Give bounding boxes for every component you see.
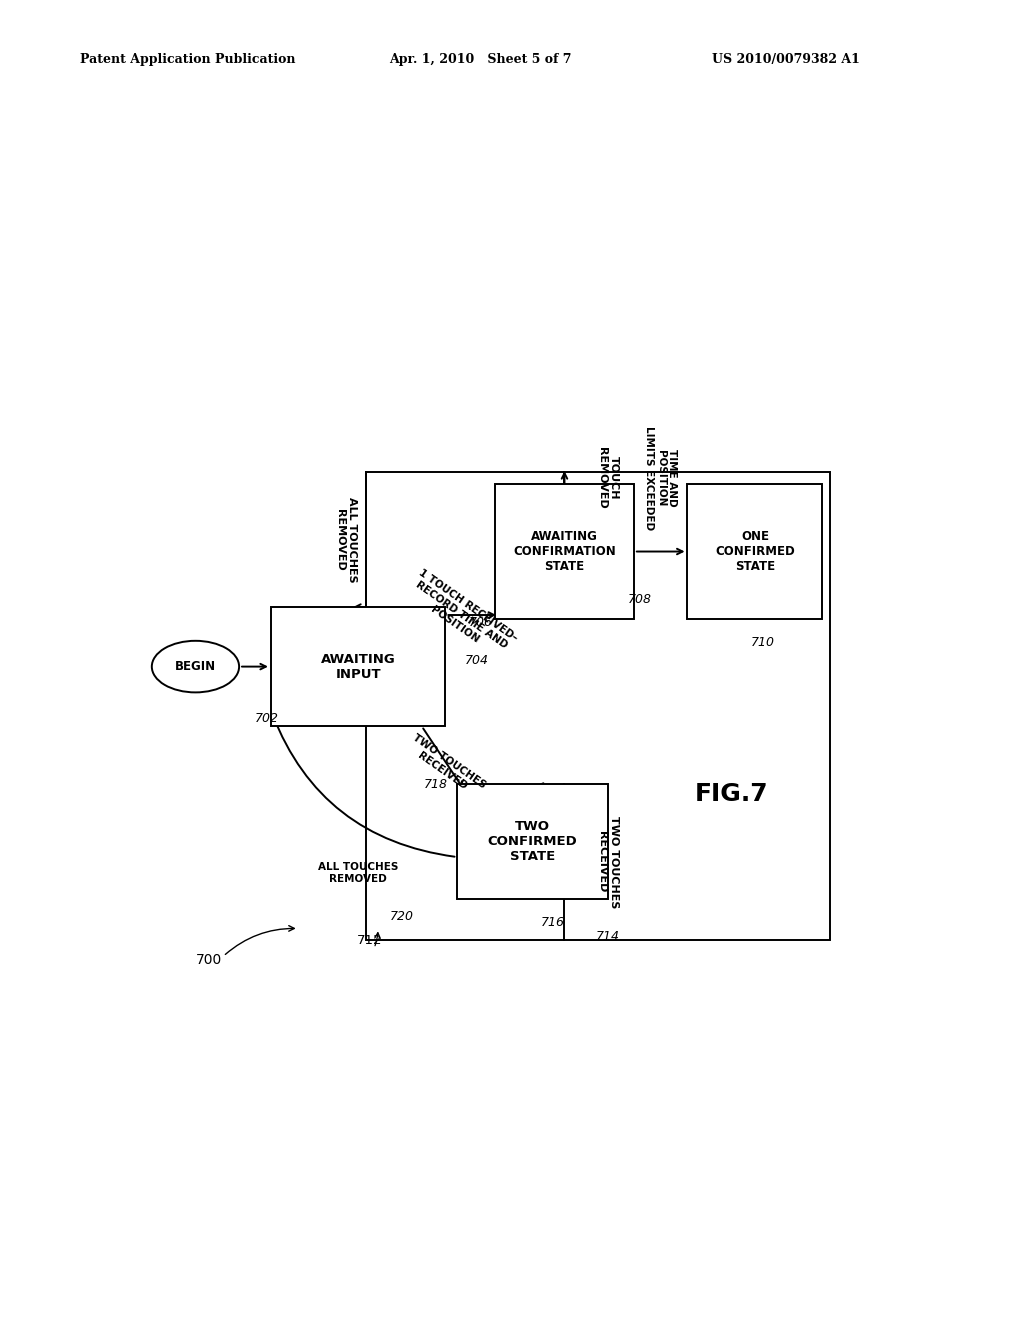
Text: 710: 710 (751, 636, 775, 649)
Bar (687, 484, 822, 619)
Text: Apr. 1, 2010   Sheet 5 of 7: Apr. 1, 2010 Sheet 5 of 7 (389, 53, 571, 66)
Text: TWO TOUCHES
RECEIVED: TWO TOUCHES RECEIVED (597, 816, 618, 908)
Text: 712: 712 (357, 933, 383, 946)
Text: 704: 704 (465, 653, 489, 667)
Text: 718: 718 (424, 777, 447, 791)
Text: 1 TOUCH RECEIVED–
RECORD TIME AND
POSITION: 1 TOUCH RECEIVED– RECORD TIME AND POSITI… (403, 568, 519, 663)
Text: TOUCH
REMOVED: TOUCH REMOVED (597, 447, 618, 510)
Text: BEGIN: BEGIN (175, 660, 216, 673)
Text: TIME AND
POSITION
LIMITS EXCEEDED: TIME AND POSITION LIMITS EXCEEDED (644, 426, 677, 531)
Text: 716: 716 (541, 916, 564, 929)
Ellipse shape (152, 640, 240, 693)
Text: 714: 714 (596, 929, 621, 942)
Text: 700: 700 (196, 953, 222, 968)
Text: 706: 706 (469, 616, 494, 630)
Text: AWAITING
INPUT: AWAITING INPUT (321, 652, 395, 681)
Text: 702: 702 (255, 711, 279, 725)
Text: TWO
CONFIRMED
STATE: TWO CONFIRMED STATE (487, 820, 578, 863)
Text: ALL TOUCHES
REMOVED: ALL TOUCHES REMOVED (318, 862, 398, 883)
Text: Patent Application Publication: Patent Application Publication (80, 53, 295, 66)
Text: AWAITING
CONFIRMATION
STATE: AWAITING CONFIRMATION STATE (513, 531, 615, 573)
Text: TWO TOUCHES
RECEIVED: TWO TOUCHES RECEIVED (403, 733, 487, 800)
Text: 720: 720 (390, 909, 414, 923)
Text: ONE
CONFIRMED
STATE: ONE CONFIRMED STATE (715, 531, 795, 573)
Bar (495, 484, 634, 619)
Bar (270, 607, 445, 726)
Bar (458, 784, 608, 899)
Text: 708: 708 (628, 593, 652, 606)
Bar (367, 473, 830, 940)
Text: US 2010/0079382 A1: US 2010/0079382 A1 (712, 53, 859, 66)
Text: ALL TOUCHES
REMOVED: ALL TOUCHES REMOVED (336, 496, 357, 582)
Text: FIG.7: FIG.7 (694, 781, 768, 805)
